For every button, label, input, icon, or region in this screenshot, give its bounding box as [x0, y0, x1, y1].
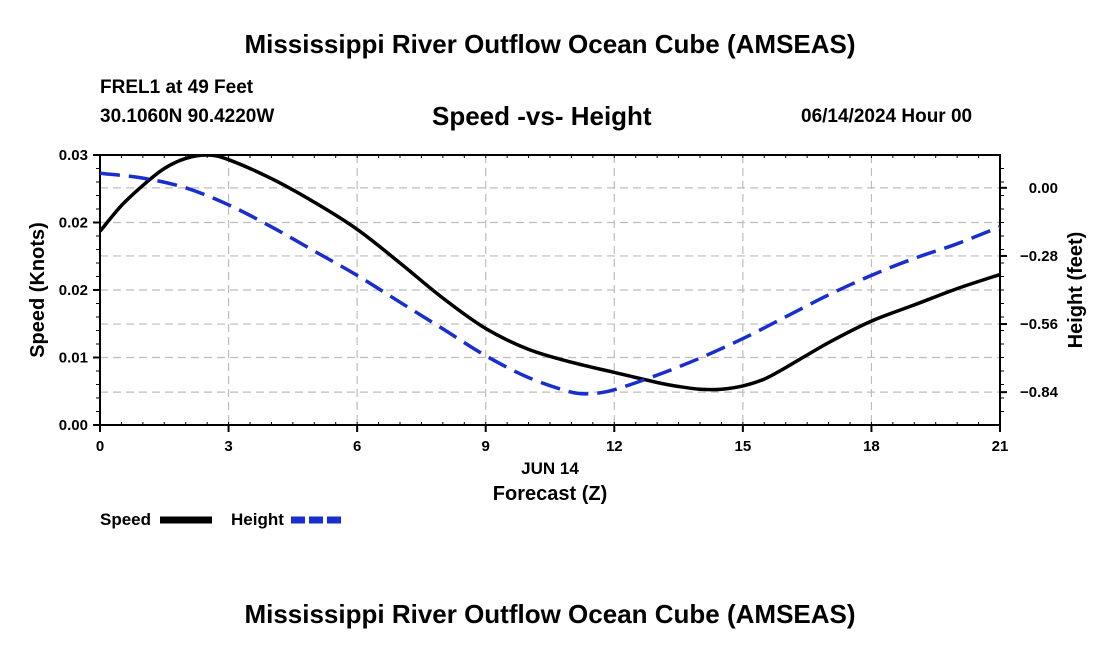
x-tick-label: 21: [992, 438, 1009, 455]
x-tick-label: 18: [863, 438, 880, 455]
y2-tick-label: −0.56: [1020, 316, 1058, 333]
x-axis-date-label: JUN 14: [521, 459, 579, 478]
station-label: FREL1 at 49 Feet: [100, 77, 254, 98]
x-tick-label: 9: [482, 438, 490, 455]
y2-axis-label: Height (feet): [1065, 232, 1087, 349]
y-tick-label: 0.02: [59, 282, 88, 299]
y-axis-label: Speed (Knots): [27, 222, 49, 358]
series-line-speed: [100, 155, 1000, 392]
y-tick-label: 0.01: [59, 350, 88, 367]
y-tick-label: 0.03: [59, 147, 88, 164]
y2-tick-label: −0.28: [1020, 248, 1058, 265]
x-tick-label: 12: [606, 438, 623, 455]
y-tick-label: 0.02: [59, 215, 88, 232]
legend-height-label: Height: [231, 510, 284, 529]
y-tick-label: 0.00: [59, 417, 88, 434]
legend-speed-label: Speed: [100, 510, 151, 529]
page-title: Mississippi River Outflow Ocean Cube (AM…: [244, 29, 856, 59]
ticks: 0 3 6 9 12 15 18 21 0.00 0.01 0.02 0.02 0.03 0.00 −0.2…: [59, 147, 1059, 455]
series-group: [100, 155, 1000, 396]
x-tick-label: 15: [735, 438, 752, 455]
x-tick-label: 0: [96, 438, 104, 455]
chart-title: Speed -vs- Height: [432, 101, 652, 131]
y2-tick-label: −0.84: [1020, 384, 1059, 401]
x-tick-label: 3: [224, 438, 232, 455]
y2-tick-label: 0.00: [1029, 180, 1058, 197]
coordinates-label: 30.1060N 90.4220W: [100, 106, 275, 127]
series-line-height: [100, 171, 1000, 396]
x-tick-label: 6: [353, 438, 361, 455]
footer-title: Mississippi River Outflow Ocean Cube (AM…: [244, 599, 856, 629]
date-label: 06/14/2024 Hour 00: [801, 106, 973, 127]
x-axis-label: Forecast (Z): [493, 483, 607, 505]
